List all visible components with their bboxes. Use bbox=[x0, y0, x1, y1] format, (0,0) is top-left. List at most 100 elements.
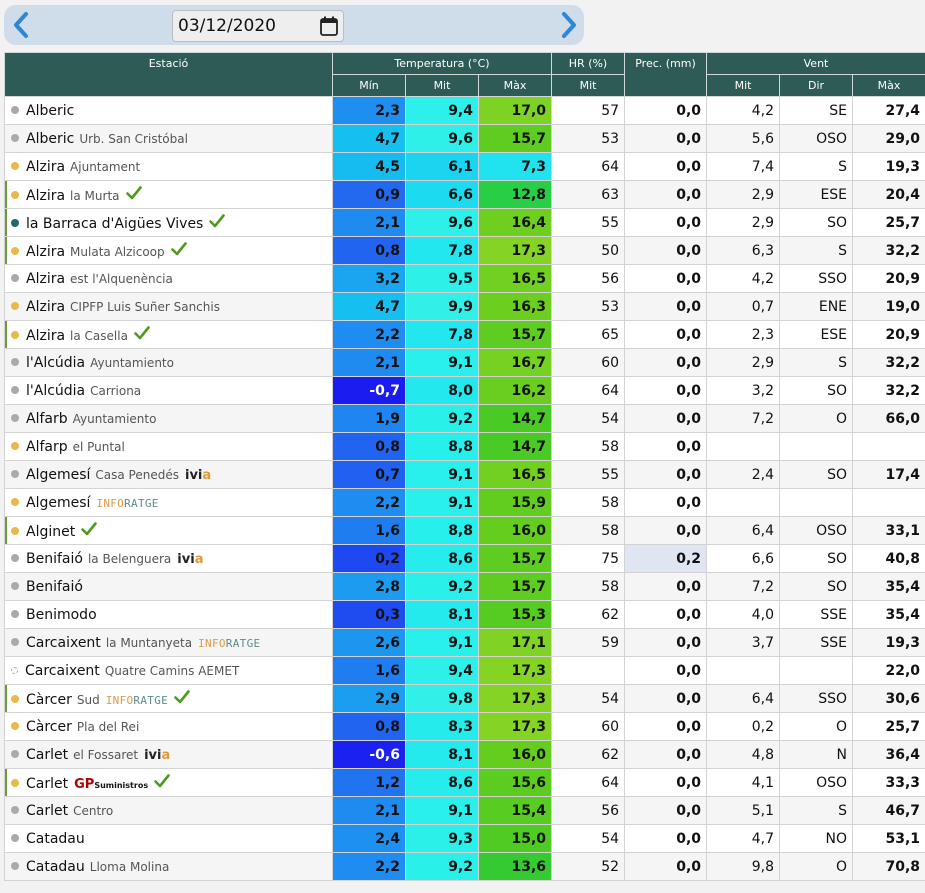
station-name-cell[interactable]: Alginet bbox=[4, 516, 333, 545]
station-name-cell[interactable]: Alzira la Murta bbox=[4, 180, 333, 209]
wind-mit-cell: 9,8 bbox=[706, 852, 781, 881]
header-precipitation[interactable]: Prec. (mm) bbox=[624, 52, 708, 97]
station-name-cell[interactable]: Alzira Ajuntament bbox=[4, 152, 333, 181]
ivia-logo: ivia bbox=[185, 468, 211, 483]
previous-day-button[interactable] bbox=[4, 5, 38, 45]
ivia-logo-accent: a bbox=[161, 747, 171, 763]
header-temp-mit[interactable]: Mit bbox=[405, 74, 479, 97]
station-name-cell[interactable]: Benifaió bbox=[4, 572, 333, 601]
precipitation-cell: 0,0 bbox=[624, 768, 708, 797]
humidity-cell: 58 bbox=[551, 432, 626, 461]
temp-min-cell: 2,2 bbox=[332, 488, 406, 517]
station-name-cell[interactable]: l'Alcúdia Ayuntamiento bbox=[4, 348, 333, 377]
station-name-cell[interactable]: Carcaixent la Muntanyeta INFORATGE bbox=[4, 628, 333, 657]
status-dot-icon bbox=[11, 413, 19, 422]
station-subname: el Fossaret bbox=[73, 747, 139, 762]
header-hr-mit[interactable]: Mit bbox=[551, 74, 626, 97]
station-name-cell[interactable]: Carlet Centro bbox=[4, 796, 333, 825]
station-name-cell[interactable]: Catadau Lloma Molina bbox=[4, 852, 333, 881]
inforatge-logo-text: INFO bbox=[105, 694, 134, 707]
station-name-cell[interactable]: Càrcer Sud INFORATGE bbox=[4, 684, 333, 713]
wind-mit-cell bbox=[706, 656, 781, 685]
temp-min-cell: 0,2 bbox=[332, 544, 406, 573]
inforatge-logo: INFORATGE bbox=[198, 637, 260, 650]
station-name: Alzira bbox=[26, 328, 66, 344]
temp-max-cell: 15,7 bbox=[477, 544, 553, 573]
humidity-cell: 57 bbox=[551, 96, 626, 125]
station-name: Algemesí bbox=[26, 494, 91, 511]
header-temp-min[interactable]: Mín bbox=[332, 74, 406, 97]
header-station[interactable]: Estació bbox=[4, 52, 333, 97]
station-name-cell[interactable]: Benifaió la Belenguera ivia bbox=[4, 544, 333, 573]
station-subname: la Casella bbox=[70, 329, 128, 343]
station-name-cell[interactable]: Càrcer Pla del Rei bbox=[4, 712, 333, 741]
station-name-cell[interactable]: Algemesí INFORATGE bbox=[4, 488, 333, 517]
header-temp-max[interactable]: Màx bbox=[477, 74, 553, 97]
station-name-cell[interactable]: Alberic Urb. San Cristóbal bbox=[4, 124, 333, 153]
header-humidity: HR (%) bbox=[551, 52, 626, 75]
wind-mit-cell: 2,3 bbox=[706, 320, 781, 349]
date-input[interactable]: 03/12/2020 bbox=[172, 10, 344, 42]
station-name-cell[interactable]: Carlet GPSuministros bbox=[4, 768, 333, 797]
temp-mit-cell: 9,2 bbox=[405, 572, 479, 601]
status-dot-icon bbox=[11, 527, 19, 535]
calendar-icon[interactable] bbox=[320, 16, 338, 36]
station-name-cell[interactable]: Alzira la Casella bbox=[4, 320, 333, 349]
station-subname: Ayuntamiento bbox=[72, 411, 157, 426]
status-dot-icon bbox=[11, 133, 19, 142]
wind-dir-cell: S bbox=[779, 236, 854, 265]
table-row: Alzira la Murta 0,9 6,6 12,8 63 0,0 2,9 ESE 20,4 bbox=[4, 180, 925, 209]
wind-dir-cell: ESE bbox=[779, 180, 854, 209]
wind-dir-cell: SO bbox=[779, 544, 854, 573]
station-name: Catadau bbox=[26, 858, 85, 875]
precipitation-cell: 0,0 bbox=[624, 96, 708, 125]
temp-min-cell: -0,7 bbox=[332, 376, 406, 405]
station-name-cell[interactable]: l'Alcúdia Carriona bbox=[4, 376, 333, 405]
wind-max-cell: 70,8 bbox=[852, 852, 925, 881]
wind-max-cell: 53,1 bbox=[852, 824, 925, 853]
humidity-cell: 75 bbox=[551, 544, 626, 573]
ivia-logo: ivia bbox=[144, 748, 170, 763]
temp-min-cell: 0,9 bbox=[332, 180, 406, 209]
check-icon bbox=[125, 185, 142, 204]
station-name-cell[interactable]: Carcaixent Quatre Camins AEMET bbox=[4, 656, 333, 685]
header-wind-mit[interactable]: Mit bbox=[706, 74, 781, 97]
table-row: Benimodo 0,3 8,1 15,3 62 0,0 4,0 SSE 35,4 bbox=[4, 600, 925, 629]
humidity-cell: 54 bbox=[551, 404, 626, 433]
station-name-cell[interactable]: Alfarb Ayuntamiento bbox=[4, 404, 333, 433]
station-name-cell[interactable]: Alzira est l'Alquenència bbox=[4, 264, 333, 293]
station-name-cell[interactable]: Alfarp el Puntal bbox=[4, 432, 333, 461]
wind-dir-cell bbox=[779, 656, 854, 685]
humidity-cell: 58 bbox=[551, 516, 626, 545]
station-name-cell[interactable]: Alzira CIPFP Luis Suñer Sanchis bbox=[4, 292, 333, 321]
station-name-cell[interactable]: Alberic bbox=[4, 96, 333, 125]
wind-max-cell: 36,4 bbox=[852, 740, 925, 769]
station-name-cell[interactable]: Catadau bbox=[4, 824, 333, 853]
inforatge-logo-text: INFO bbox=[96, 496, 125, 510]
station-name-cell[interactable]: Algemesí Casa Penedés ivia bbox=[4, 460, 333, 489]
station-name: Alzira bbox=[26, 244, 66, 260]
header-wind-dir[interactable]: Dir bbox=[779, 74, 854, 97]
temp-max-cell: 15,7 bbox=[477, 572, 553, 601]
status-dot-icon bbox=[11, 805, 19, 814]
table-row: Catadau 2,4 9,3 15,0 54 0,0 4,7 NO 53,1 bbox=[4, 824, 925, 853]
precipitation-cell: 0,0 bbox=[624, 236, 708, 265]
station-name: Alberic bbox=[26, 130, 75, 147]
temp-max-cell: 17,3 bbox=[477, 236, 553, 265]
precipitation-cell: 0,0 bbox=[624, 656, 708, 685]
temp-min-cell: 3,2 bbox=[332, 264, 406, 293]
next-day-button[interactable] bbox=[552, 5, 586, 45]
station-name-cell[interactable]: la Barraca d'Aigües Vives bbox=[4, 208, 333, 237]
wind-max-cell: 32,2 bbox=[852, 236, 925, 265]
gp-logo-text: GP bbox=[74, 777, 95, 792]
station-name-cell[interactable]: Alzira Mulata Alzicoop bbox=[4, 236, 333, 265]
table-row: Càrcer Pla del Rei 0,8 8,3 17,3 60 0,0 0,2 O 25,7 bbox=[4, 712, 925, 741]
station-name-cell[interactable]: Carlet el Fossaret ivia bbox=[4, 740, 333, 769]
header-wind-max[interactable]: Màx bbox=[852, 74, 925, 97]
wind-max-cell: 25,7 bbox=[852, 712, 925, 741]
station-name-cell[interactable]: Benimodo bbox=[4, 600, 333, 629]
precipitation-cell: 0,0 bbox=[624, 432, 708, 461]
status-dot-icon bbox=[11, 385, 19, 394]
wind-mit-cell: 3,2 bbox=[706, 376, 781, 405]
wind-mit-cell bbox=[706, 432, 781, 461]
